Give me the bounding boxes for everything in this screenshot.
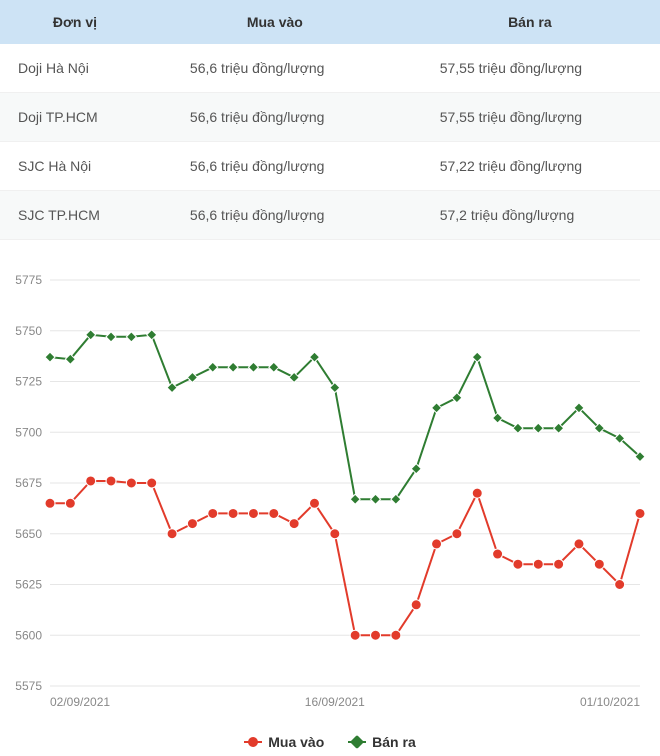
legend-item-sell: Bán ra [348, 734, 416, 750]
cell-sell: 57,2 triệu đồng/lượng [400, 191, 660, 240]
legend-label: Mua vào [268, 734, 324, 750]
legend-marker-circle-icon [244, 741, 262, 743]
svg-text:01/10/2021: 01/10/2021 [580, 695, 640, 709]
cell-unit: SJC TP.HCM [0, 191, 150, 240]
col-sell: Bán ra [400, 0, 660, 44]
svg-text:5575: 5575 [15, 679, 42, 693]
col-unit: Đơn vị [0, 0, 150, 44]
svg-text:5625: 5625 [15, 578, 42, 592]
cell-sell: 57,22 triệu đồng/lượng [400, 142, 660, 191]
cell-buy: 56,6 triệu đồng/lượng [150, 191, 400, 240]
col-buy: Mua vào [150, 0, 400, 44]
legend-label: Bán ra [372, 734, 416, 750]
table-row: SJC TP.HCM 56,6 triệu đồng/lượng 57,2 tr… [0, 191, 660, 240]
svg-text:16/09/2021: 16/09/2021 [305, 695, 365, 709]
svg-text:5600: 5600 [15, 628, 42, 642]
cell-sell: 57,55 triệu đồng/lượng [400, 93, 660, 142]
cell-sell: 57,55 triệu đồng/lượng [400, 44, 660, 93]
cell-unit: Doji TP.HCM [0, 93, 150, 142]
cell-unit: Doji Hà Nội [0, 44, 150, 93]
table-header-row: Đơn vị Mua vào Bán ra [0, 0, 660, 44]
svg-text:5725: 5725 [15, 375, 42, 389]
svg-text:5750: 5750 [15, 324, 42, 338]
chart-svg: 5575 5600 5625 5650 5675 5700 5725 5750 5775 02/0… [0, 262, 660, 722]
gold-price-chart: 5575 5600 5625 5650 5675 5700 5725 5750 5775 02/0… [0, 262, 660, 756]
price-table: Đơn vị Mua vào Bán ra Doji Hà Nội 56,6 t… [0, 0, 660, 240]
legend-marker-diamond-icon [348, 741, 366, 743]
legend-item-buy: Mua vào [244, 734, 324, 750]
svg-text:5650: 5650 [15, 527, 42, 541]
table-row: Doji Hà Nội 56,6 triệu đồng/lượng 57,55 … [0, 44, 660, 93]
cell-unit: SJC Hà Nội [0, 142, 150, 191]
cell-buy: 56,6 triệu đồng/lượng [150, 44, 400, 93]
svg-text:5775: 5775 [15, 273, 42, 287]
svg-text:5675: 5675 [15, 476, 42, 490]
table-row: Doji TP.HCM 56,6 triệu đồng/lượng 57,55 … [0, 93, 660, 142]
cell-buy: 56,6 triệu đồng/lượng [150, 142, 400, 191]
svg-text:02/09/2021: 02/09/2021 [50, 695, 110, 709]
chart-legend: Mua vào Bán ra [0, 722, 660, 756]
svg-text:5700: 5700 [15, 425, 42, 439]
cell-buy: 56,6 triệu đồng/lượng [150, 93, 400, 142]
table-row: SJC Hà Nội 56,6 triệu đồng/lượng 57,22 t… [0, 142, 660, 191]
